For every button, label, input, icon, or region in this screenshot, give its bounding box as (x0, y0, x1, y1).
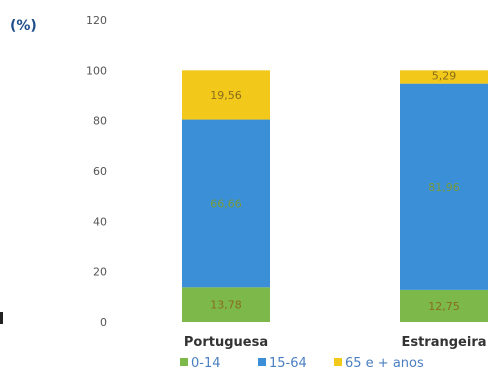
y-axis-unit-label: (%) (10, 18, 37, 34)
legend-item-0-14: 0-14 (180, 356, 221, 371)
data-label-estrangeira-0-14: 12,75 (428, 300, 460, 313)
legend-swatch-65-plus (334, 358, 342, 366)
y-tick-label-0: 0 (100, 316, 107, 329)
data-label-portuguesa-0-14: 13,78 (210, 299, 242, 312)
y-tick-label-80: 80 (93, 115, 107, 128)
bar-segment-portuguesa-65-e-anos (182, 70, 270, 120)
category-label-estrangeira: Estrangeira (401, 335, 486, 350)
data-label-portuguesa-65-e-anos: 19,56 (210, 89, 242, 102)
legend-label-15-64: 15-64 (269, 356, 307, 371)
bar-segment-estrangeira-65-e-anos (400, 70, 488, 84)
data-label-estrangeira-15-64: 81,96 (428, 181, 460, 194)
y-tick-label-120: 120 (86, 14, 107, 27)
stacked-bar-chart: 0 20 40 60 80 100 120 13,78 66,66 19,56 Portuguesa… (86, 14, 488, 350)
legend-label-0-14: 0-14 (191, 356, 221, 371)
bar-segment-portuguesa-15-64 (182, 119, 270, 288)
y-tick-label-100: 100 (86, 64, 107, 77)
bar-segment-portuguesa-0-14 (182, 287, 270, 322)
category-label-portuguesa: Portuguesa (184, 335, 268, 350)
chart-legend: 0-14 15-64 65 e + anos (0, 356, 498, 376)
legend-swatch-0-14 (180, 358, 188, 366)
legend-item-65-plus: 65 e + anos (334, 356, 424, 371)
bar-segment-estrangeira-15-64 (400, 83, 488, 290)
y-tick-label-20: 20 (93, 266, 107, 279)
y-tick-label-40: 40 (93, 215, 107, 228)
data-label-estrangeira-65-e-anos: 5,29 (432, 69, 457, 82)
edge-mark (0, 312, 3, 324)
bar-segment-estrangeira-0-14 (400, 289, 488, 322)
y-tick-label-60: 60 (93, 165, 107, 178)
legend-item-15-64: 15-64 (258, 356, 307, 371)
legend-label-65-plus: 65 e + anos (345, 356, 424, 371)
data-label-portuguesa-15-64: 66,66 (210, 197, 242, 210)
legend-swatch-15-64 (258, 358, 266, 366)
